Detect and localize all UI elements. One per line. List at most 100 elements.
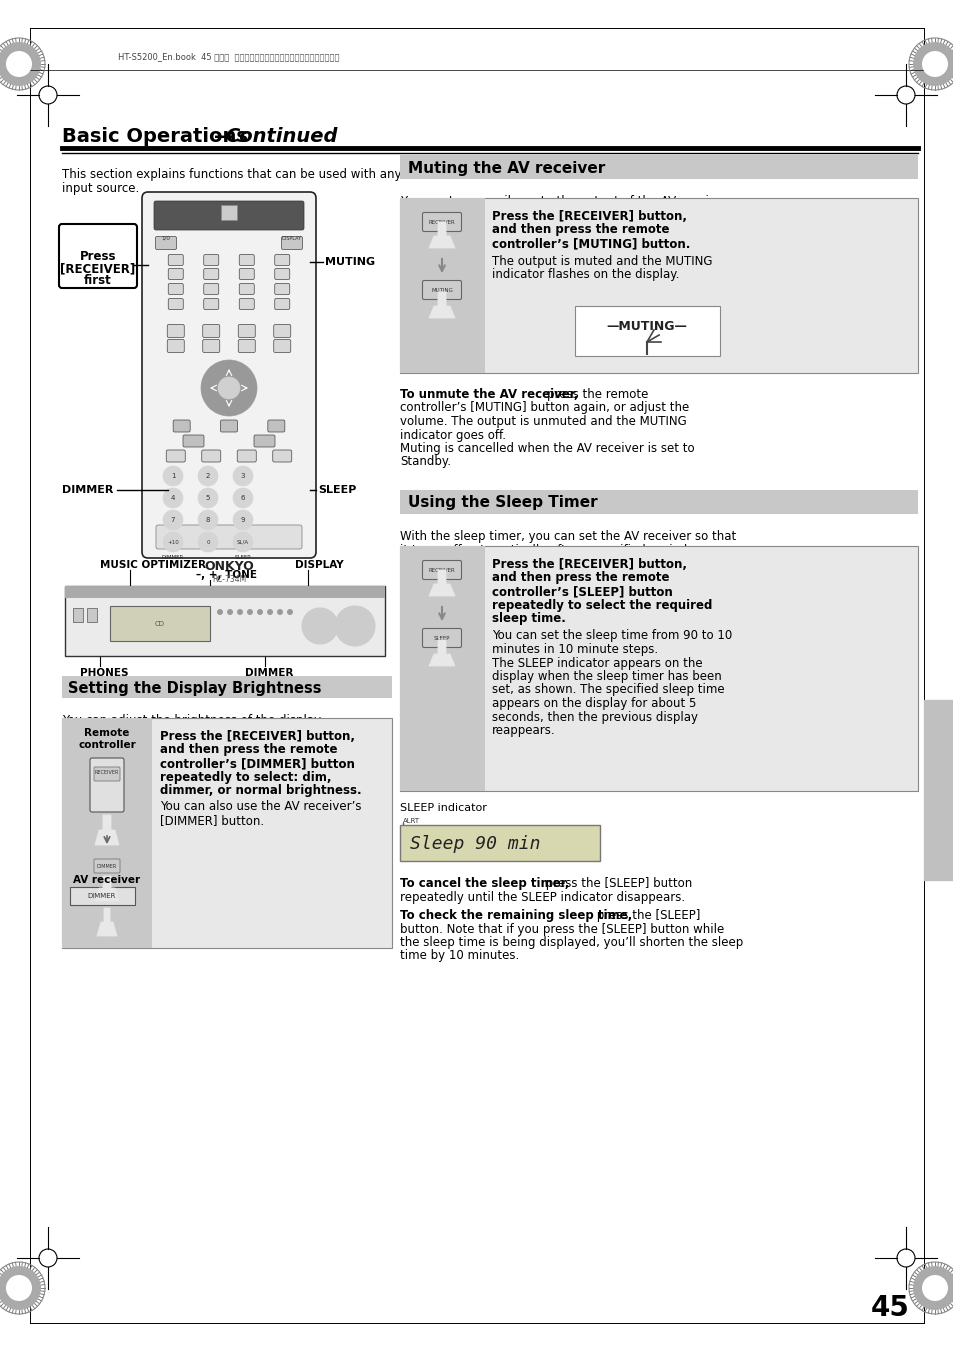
FancyBboxPatch shape <box>239 269 254 280</box>
Text: it turns off automatically after a specified period.: it turns off automatically after a speci… <box>399 544 690 557</box>
Circle shape <box>227 609 233 615</box>
Circle shape <box>6 1275 32 1301</box>
Text: DIMMER: DIMMER <box>162 555 184 561</box>
Text: Continued: Continued <box>225 127 337 146</box>
FancyBboxPatch shape <box>201 450 220 462</box>
Text: and then press the remote: and then press the remote <box>160 743 337 757</box>
Text: To cancel the sleep timer,: To cancel the sleep timer, <box>399 877 569 890</box>
Bar <box>399 199 484 373</box>
Text: Press: Press <box>80 250 116 263</box>
FancyBboxPatch shape <box>155 236 176 250</box>
Text: RECEIVER: RECEIVER <box>428 567 455 573</box>
Text: SLEEP indicator: SLEEP indicator <box>399 802 486 813</box>
Text: Remote: Remote <box>84 728 130 738</box>
Text: PHONES: PHONES <box>80 667 129 678</box>
Text: SLEEP: SLEEP <box>317 485 356 494</box>
Text: RC-734M: RC-734M <box>212 576 246 585</box>
Text: seconds, then the previous display: seconds, then the previous display <box>492 711 698 724</box>
Text: 3: 3 <box>240 473 245 480</box>
Circle shape <box>233 488 253 508</box>
Text: volume. The output is unmuted and the MUTING: volume. The output is unmuted and the MU… <box>399 415 686 428</box>
Text: The output is muted and the MUTING: The output is muted and the MUTING <box>492 254 712 267</box>
Text: press the [SLEEP]: press the [SLEEP] <box>593 909 700 921</box>
Bar <box>399 155 917 178</box>
FancyBboxPatch shape <box>168 254 183 266</box>
FancyBboxPatch shape <box>274 324 291 338</box>
Text: Using the Sleep Timer: Using the Sleep Timer <box>408 496 597 511</box>
Text: 1/0: 1/0 <box>161 235 171 240</box>
Text: You can temporarily mute the output of the AV receiver.: You can temporarily mute the output of t… <box>399 195 730 208</box>
Polygon shape <box>429 292 455 317</box>
Circle shape <box>198 532 218 553</box>
Text: appears on the display for about 5: appears on the display for about 5 <box>492 697 696 711</box>
Circle shape <box>163 532 183 553</box>
Text: DIMMER: DIMMER <box>245 667 294 678</box>
Circle shape <box>163 488 183 508</box>
Polygon shape <box>95 875 119 901</box>
Text: and then press the remote: and then press the remote <box>492 571 669 585</box>
Text: ONKYO: ONKYO <box>204 559 253 573</box>
Text: RECEIVER: RECEIVER <box>94 770 119 774</box>
FancyBboxPatch shape <box>168 284 183 295</box>
Text: With the sleep timer, you can set the AV receiver so that: With the sleep timer, you can set the AV… <box>399 530 736 543</box>
FancyBboxPatch shape <box>59 224 137 288</box>
Text: DIMMER: DIMMER <box>62 485 113 494</box>
Bar <box>399 199 917 373</box>
Text: SLEEP: SLEEP <box>434 635 450 640</box>
Bar <box>62 717 152 948</box>
Circle shape <box>201 359 256 416</box>
FancyBboxPatch shape <box>422 561 461 580</box>
Polygon shape <box>95 815 119 844</box>
Text: DISPLAY: DISPLAY <box>282 235 302 240</box>
Bar <box>87 608 97 621</box>
Circle shape <box>6 51 32 77</box>
FancyBboxPatch shape <box>153 201 304 230</box>
FancyBboxPatch shape <box>274 254 290 266</box>
Circle shape <box>163 466 183 486</box>
Text: time by 10 minutes.: time by 10 minutes. <box>399 950 518 962</box>
Circle shape <box>216 609 223 615</box>
FancyBboxPatch shape <box>204 254 218 266</box>
Text: indicator flashes on the display.: indicator flashes on the display. <box>492 267 679 281</box>
Circle shape <box>267 609 273 615</box>
FancyBboxPatch shape <box>167 339 184 353</box>
Polygon shape <box>429 222 455 249</box>
FancyBboxPatch shape <box>281 236 302 250</box>
FancyBboxPatch shape <box>204 284 218 295</box>
Text: This section explains functions that can be used with any: This section explains functions that can… <box>62 168 401 181</box>
Text: —: — <box>213 127 233 146</box>
Text: You can adjust the brightness of the display.: You can adjust the brightness of the dis… <box>62 713 323 727</box>
Text: Basic Operations: Basic Operations <box>62 127 248 146</box>
Circle shape <box>0 1266 41 1310</box>
FancyBboxPatch shape <box>239 299 254 309</box>
Text: 7: 7 <box>171 517 175 523</box>
Text: button. Note that if you press the [SLEEP] button while: button. Note that if you press the [SLEE… <box>399 923 723 935</box>
FancyBboxPatch shape <box>268 420 285 432</box>
Text: Muting is cancelled when the AV receiver is set to: Muting is cancelled when the AV receiver… <box>399 442 694 455</box>
Text: +10: +10 <box>167 539 178 544</box>
Bar <box>399 546 484 790</box>
Circle shape <box>0 42 41 86</box>
Text: controller’s [DIMMER] button: controller’s [DIMMER] button <box>160 757 355 770</box>
Text: Press the [RECEIVER] button,: Press the [RECEIVER] button, <box>492 558 686 571</box>
Bar <box>62 717 392 948</box>
FancyBboxPatch shape <box>273 450 292 462</box>
Text: Sleep 90 min: Sleep 90 min <box>410 835 540 852</box>
Polygon shape <box>97 908 117 936</box>
Circle shape <box>302 608 337 644</box>
FancyBboxPatch shape <box>422 281 461 300</box>
FancyBboxPatch shape <box>142 192 315 558</box>
Text: Muting the AV receiver: Muting the AV receiver <box>408 161 604 176</box>
Text: 45: 45 <box>870 1294 909 1323</box>
Text: 6: 6 <box>240 494 245 501</box>
Circle shape <box>276 609 283 615</box>
Text: MUSIC OPTIMIZER: MUSIC OPTIMIZER <box>100 561 206 570</box>
Text: Standby.: Standby. <box>399 455 451 469</box>
FancyBboxPatch shape <box>239 254 254 266</box>
Text: and then press the remote: and then press the remote <box>492 223 669 236</box>
Text: Press the [RECEIVER] button,: Press the [RECEIVER] button, <box>492 209 686 223</box>
FancyBboxPatch shape <box>274 284 290 295</box>
Text: reappears.: reappears. <box>492 724 555 738</box>
Circle shape <box>236 609 243 615</box>
FancyBboxPatch shape <box>239 284 254 295</box>
